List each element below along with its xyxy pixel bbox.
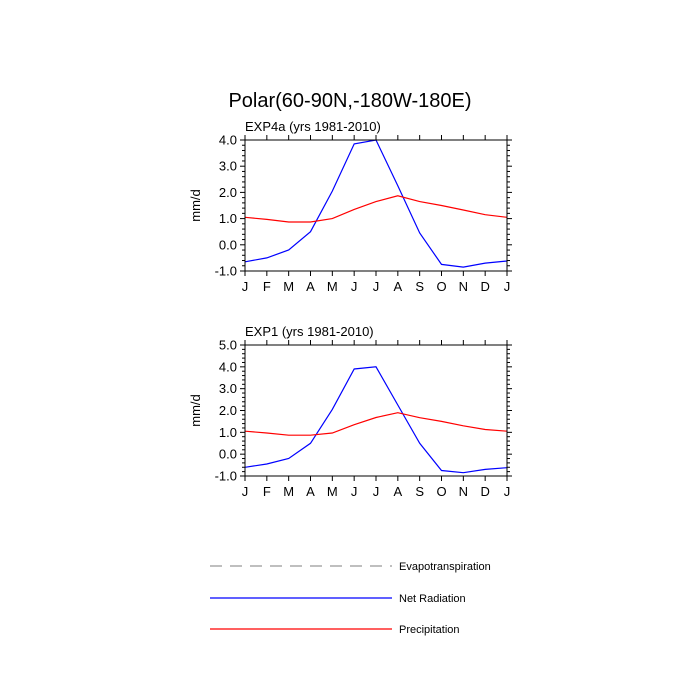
series-line-precipitation — [244, 412, 508, 436]
y-axis-label: mm/d — [188, 394, 203, 427]
y-tick-label: 5.0 — [219, 338, 237, 353]
legend-label-precipitation: Precipitation — [399, 624, 460, 636]
x-tick-label: A — [306, 279, 315, 294]
y-tick-label: -1.0 — [215, 469, 237, 484]
y-tick-label: 3.0 — [219, 381, 237, 396]
x-tick-label: M — [283, 279, 294, 294]
x-tick-label: N — [459, 484, 468, 499]
y-tick-label: 0.0 — [219, 237, 237, 252]
x-tick-label: M — [327, 279, 338, 294]
x-tick-label: J — [351, 279, 358, 294]
x-tick-label: S — [415, 484, 424, 499]
y-tick-label: 1.0 — [219, 211, 237, 226]
x-tick-label: J — [504, 484, 511, 499]
panel-title: EXP1 (yrs 1981-2010) — [245, 324, 374, 339]
x-tick-label: J — [373, 484, 380, 499]
x-tick-label: J — [373, 279, 380, 294]
x-tick-label: J — [504, 279, 511, 294]
x-tick-label: J — [242, 279, 249, 294]
x-tick-label: M — [327, 484, 338, 499]
series-line-net-radiation — [244, 366, 508, 474]
y-tick-label: 2.0 — [219, 403, 237, 418]
y-tick-label: 2.0 — [219, 185, 237, 200]
y-tick-label: 3.0 — [219, 159, 237, 174]
x-tick-label: F — [263, 484, 271, 499]
x-tick-label: J — [351, 484, 358, 499]
y-tick-label: 4.0 — [219, 359, 237, 374]
y-axis-label: mm/d — [188, 189, 203, 222]
x-tick-label: A — [393, 484, 402, 499]
x-tick-label: A — [393, 279, 402, 294]
x-tick-label: S — [415, 279, 424, 294]
series-line-precipitation — [244, 195, 508, 223]
y-tick-label: -1.0 — [215, 264, 237, 279]
y-tick-label: 0.0 — [219, 447, 237, 462]
panel-exp1: EXP1 (yrs 1981-2010) mm/d -1.0 0.0 1.0 2.0 3.0… — [188, 324, 512, 499]
y-tick-label: 4.0 — [219, 133, 237, 148]
plot-frame — [244, 344, 508, 477]
legend-label-net-radiation: Net Radiation — [399, 593, 466, 605]
panel-exp4a: EXP4a (yrs 1981-2010) mm/d -1.0 0.0 1.0 2.0 3.… — [188, 119, 512, 294]
x-tick-label: A — [306, 484, 315, 499]
x-tick-label: D — [480, 279, 489, 294]
figure-title: Polar(60-90N,-180W-180E) — [228, 90, 471, 112]
x-tick-label: M — [283, 484, 294, 499]
x-tick-label: J — [242, 484, 249, 499]
x-tick-label: O — [436, 484, 446, 499]
x-tick-label: D — [480, 484, 489, 499]
legend: Evapotranspiration Net Radiation Precipita… — [210, 561, 491, 636]
legend-label-evapotranspiration: Evapotranspiration — [399, 561, 491, 573]
panel-title: EXP4a (yrs 1981-2010) — [245, 119, 381, 134]
y-tick-label: 1.0 — [219, 425, 237, 440]
x-tick-label: O — [436, 279, 446, 294]
x-tick-label: N — [459, 279, 468, 294]
x-tick-label: F — [263, 279, 271, 294]
series-line-net-radiation — [244, 139, 508, 268]
